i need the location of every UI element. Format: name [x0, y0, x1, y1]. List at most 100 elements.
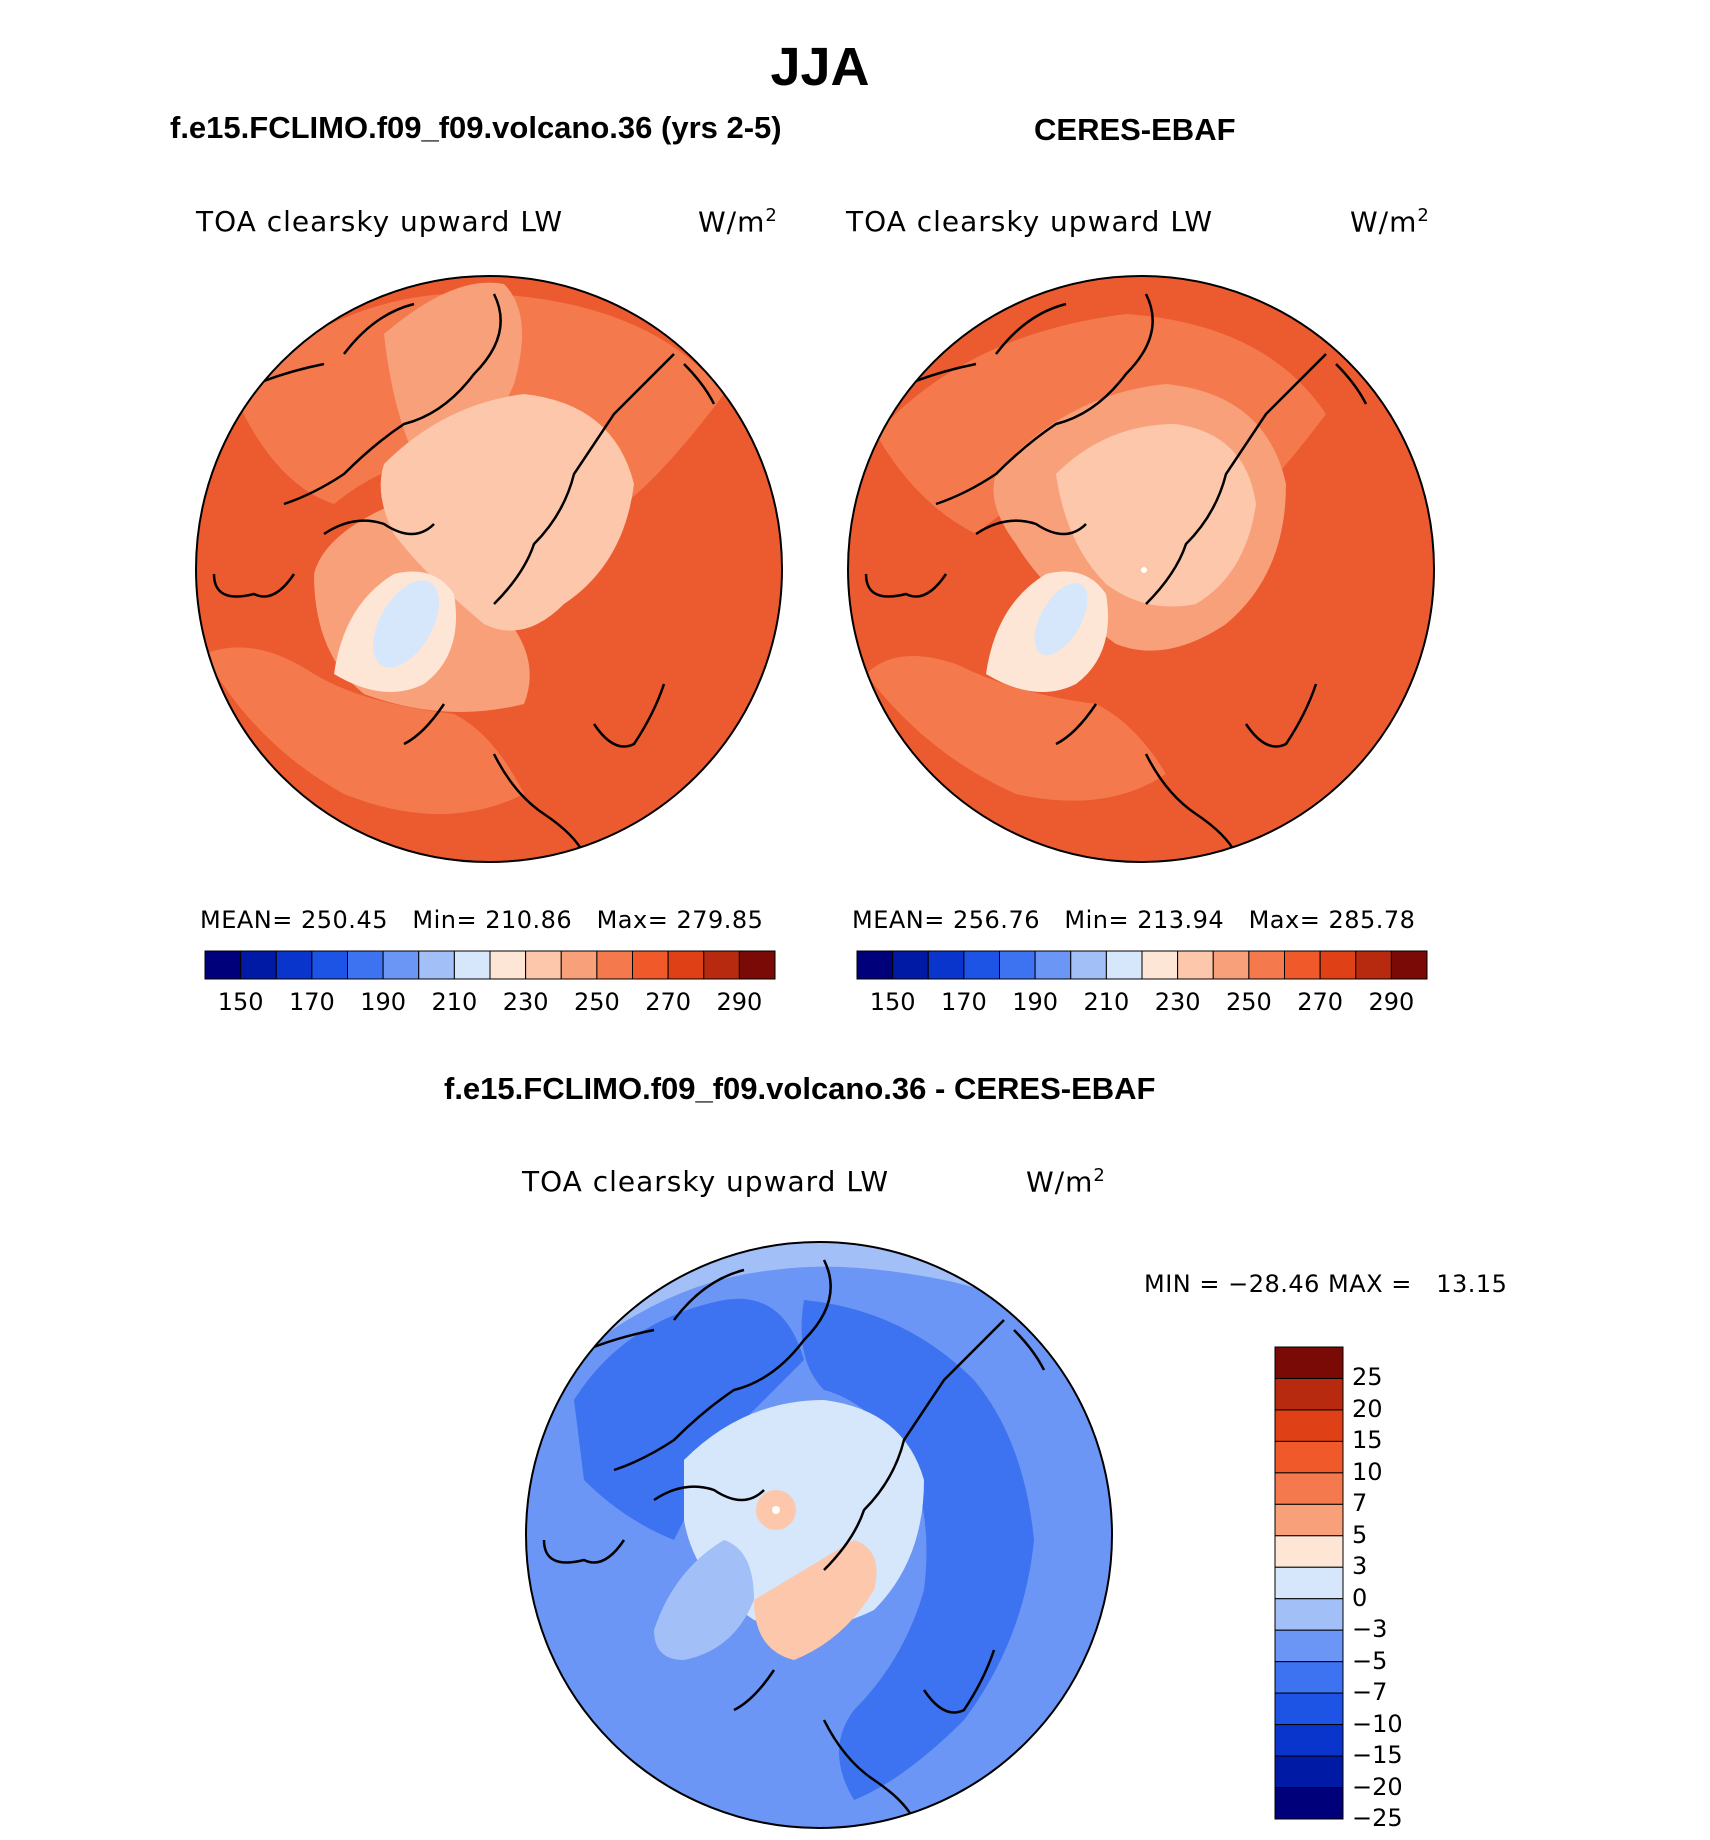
colorbar-tick-label: −5	[1352, 1646, 1388, 1675]
colorbar-cell	[1274, 1755, 1344, 1789]
colorbar-tick-label: 210	[431, 988, 478, 1016]
colorbar-cell	[1248, 950, 1285, 980]
stats-obs: MEAN= 256.76 Min= 213.94 Max= 285.78	[852, 906, 1415, 934]
colorbar-tick-label: 25	[1352, 1363, 1383, 1392]
colorbar-cell	[1284, 950, 1321, 980]
stats-max-value: 285.78	[1328, 906, 1416, 934]
colorbar-cell	[1390, 950, 1428, 980]
colorbar-cell	[1274, 1629, 1344, 1663]
stats-min-value: 213.94	[1137, 906, 1225, 934]
polar-map-diff	[525, 1241, 1113, 1829]
colorbar-cell	[347, 950, 384, 980]
colorbar-diff	[1274, 1346, 1344, 1820]
colorbar-ticks-obs: 150 170 190 210 230 250 270 290	[856, 988, 1428, 1020]
colorbar-tick-label: −20	[1352, 1772, 1403, 1801]
panel-title-model: f.e15.FCLIMO.f09_f09.volcano.36 (yrs 2-5…	[170, 110, 782, 145]
colorbar-tick-label: 190	[1012, 988, 1059, 1016]
colorbar-cell	[892, 950, 929, 980]
colorbar-tick-label: −15	[1352, 1741, 1403, 1770]
stats-min-label: Min=	[1064, 906, 1130, 934]
colorbar-tick-label: 270	[645, 988, 692, 1016]
stats-mean-value: 250.45	[301, 906, 388, 934]
colorbar-obs	[856, 950, 1428, 980]
colorbar-cell	[418, 950, 455, 980]
colorbar-cell	[856, 950, 894, 980]
colorbar-cell	[560, 950, 598, 980]
main-title: JJA	[770, 37, 870, 97]
colorbar-cell	[1274, 1661, 1344, 1694]
colorbar-tick-label: −7	[1352, 1678, 1388, 1707]
stats-max-value: 279.85	[676, 906, 764, 934]
colorbar-tick-label: 290	[1368, 988, 1415, 1016]
colorbar-cell	[204, 950, 242, 980]
colorbar-cell	[1274, 1535, 1344, 1568]
colorbar-tick-label: 3	[1352, 1552, 1368, 1581]
colorbar-tick-label: 20	[1352, 1394, 1383, 1423]
colorbar-cell	[1274, 1598, 1344, 1631]
colorbar-cell	[1274, 1346, 1344, 1379]
colorbar-cell	[1274, 1724, 1344, 1757]
colorbar-cell	[1141, 950, 1179, 980]
colorbar-tick-label: 0	[1352, 1583, 1368, 1612]
stats-max-label: Max=	[1248, 906, 1321, 934]
colorbar-cell	[1274, 1409, 1344, 1442]
colorbar-cell	[1105, 950, 1143, 980]
colorbar-cell	[275, 950, 313, 980]
colorbar-cell	[1274, 1566, 1344, 1600]
stats-model: MEAN= 250.45 Min= 210.86 Max= 279.85	[200, 906, 763, 934]
colorbar-tick-label: 170	[288, 988, 335, 1016]
polar-map-obs	[847, 275, 1435, 863]
colorbar-cell	[927, 950, 965, 980]
colorbar-cell	[1034, 950, 1072, 980]
colorbar-tick-label: 210	[1083, 988, 1130, 1016]
colorbar-cell	[489, 950, 527, 980]
colorbar-tick-label: 10	[1352, 1457, 1383, 1486]
stats-mean-value: 256.76	[953, 906, 1040, 934]
colorbar-cell	[703, 950, 740, 980]
stats-max-label: Max=	[596, 906, 669, 934]
colorbar-tick-label: 290	[716, 988, 763, 1016]
stats-mean-label: MEAN=	[852, 906, 945, 934]
colorbar-tick-label: −10	[1352, 1709, 1403, 1738]
colorbar-cell	[1319, 950, 1357, 980]
polar-map-model	[195, 275, 783, 863]
colorbar-cell	[963, 950, 1000, 980]
units-label-model: W/m2	[698, 205, 778, 239]
colorbar-ticks-diff: 25 20 15 10 7 5 3 0 −3 −5 −7 −10 −15 −20 −25	[1352, 1346, 1452, 1832]
stats-mean-label: MEAN=	[200, 906, 293, 934]
colorbar-cell	[1274, 1440, 1344, 1474]
colorbar-cell	[632, 950, 669, 980]
colorbar-cell	[382, 950, 420, 980]
minmax-diff: MIN = −28.46 MAX = 13.15	[1144, 1270, 1508, 1298]
stats-min-label: Min=	[412, 906, 478, 934]
colorbar-cell	[596, 950, 633, 980]
colorbar-cell	[1274, 1692, 1344, 1726]
colorbar-cell	[1177, 950, 1214, 980]
colorbar-cell	[738, 950, 776, 980]
colorbar-tick-label: 5	[1352, 1520, 1368, 1549]
units-label-diff: W/m2	[1026, 1165, 1106, 1199]
colorbar-tick-label: 190	[360, 988, 407, 1016]
colorbar-cell	[240, 950, 277, 980]
variable-label-diff: TOA clearsky upward LW	[522, 1165, 890, 1198]
colorbar-model	[204, 950, 776, 980]
variable-label-model: TOA clearsky upward LW	[196, 205, 564, 238]
colorbar-cell	[667, 950, 705, 980]
units-label-obs: W/m2	[1350, 205, 1430, 239]
colorbar-tick-label: 270	[1297, 988, 1344, 1016]
colorbar-tick-label: 250	[573, 988, 620, 1016]
colorbar-tick-label: 230	[1154, 988, 1201, 1016]
colorbar-tick-label: 15	[1352, 1426, 1383, 1455]
stats-min-value: 210.86	[485, 906, 573, 934]
colorbar-cell	[999, 950, 1036, 980]
panel-title-obs: CERES-EBAF	[1034, 112, 1236, 147]
colorbar-tick-label: 250	[1225, 988, 1272, 1016]
colorbar-tick-label: −25	[1352, 1804, 1403, 1832]
variable-label-obs: TOA clearsky upward LW	[846, 205, 1214, 238]
colorbar-cell	[311, 950, 348, 980]
colorbar-cell	[1274, 1377, 1344, 1411]
colorbar-tick-label: 170	[940, 988, 987, 1016]
colorbar-ticks-model: 150 170 190 210 230 250 270 290	[204, 988, 776, 1020]
colorbar-tick-label: 7	[1352, 1489, 1368, 1518]
colorbar-tick-label: −3	[1352, 1615, 1388, 1644]
